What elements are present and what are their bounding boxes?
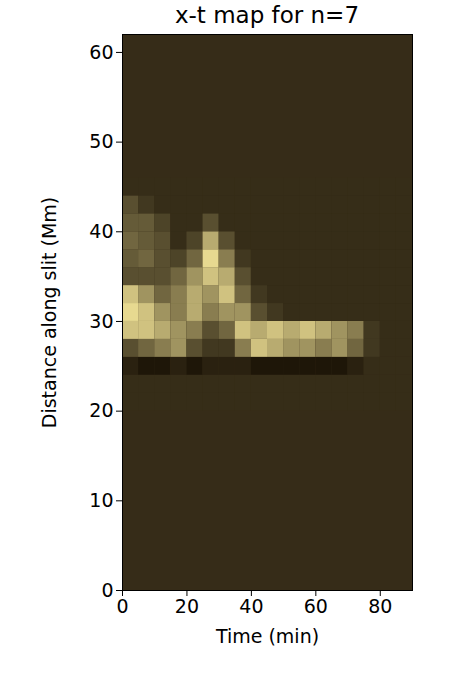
svg-text:60: 60 (89, 41, 113, 63)
svg-text:0: 0 (116, 595, 128, 617)
svg-text:0: 0 (101, 579, 113, 601)
svg-text:50: 50 (89, 130, 113, 152)
svg-text:30: 30 (89, 310, 113, 332)
svg-text:40: 40 (89, 220, 113, 242)
svg-text:10: 10 (89, 489, 113, 511)
svg-text:20: 20 (175, 595, 199, 617)
html-text:x-t map for n=7: x-t map for n=7 (175, 2, 359, 28)
svg-text:40: 40 (239, 595, 263, 617)
svg-text:60: 60 (304, 595, 328, 617)
svg-text:80: 80 (368, 595, 392, 617)
svg-text:Distance along slit (Mm): Distance along slit (Mm) (38, 197, 60, 428)
svg-text:20: 20 (89, 399, 113, 421)
svg-text:Time (min): Time (min) (215, 625, 319, 647)
